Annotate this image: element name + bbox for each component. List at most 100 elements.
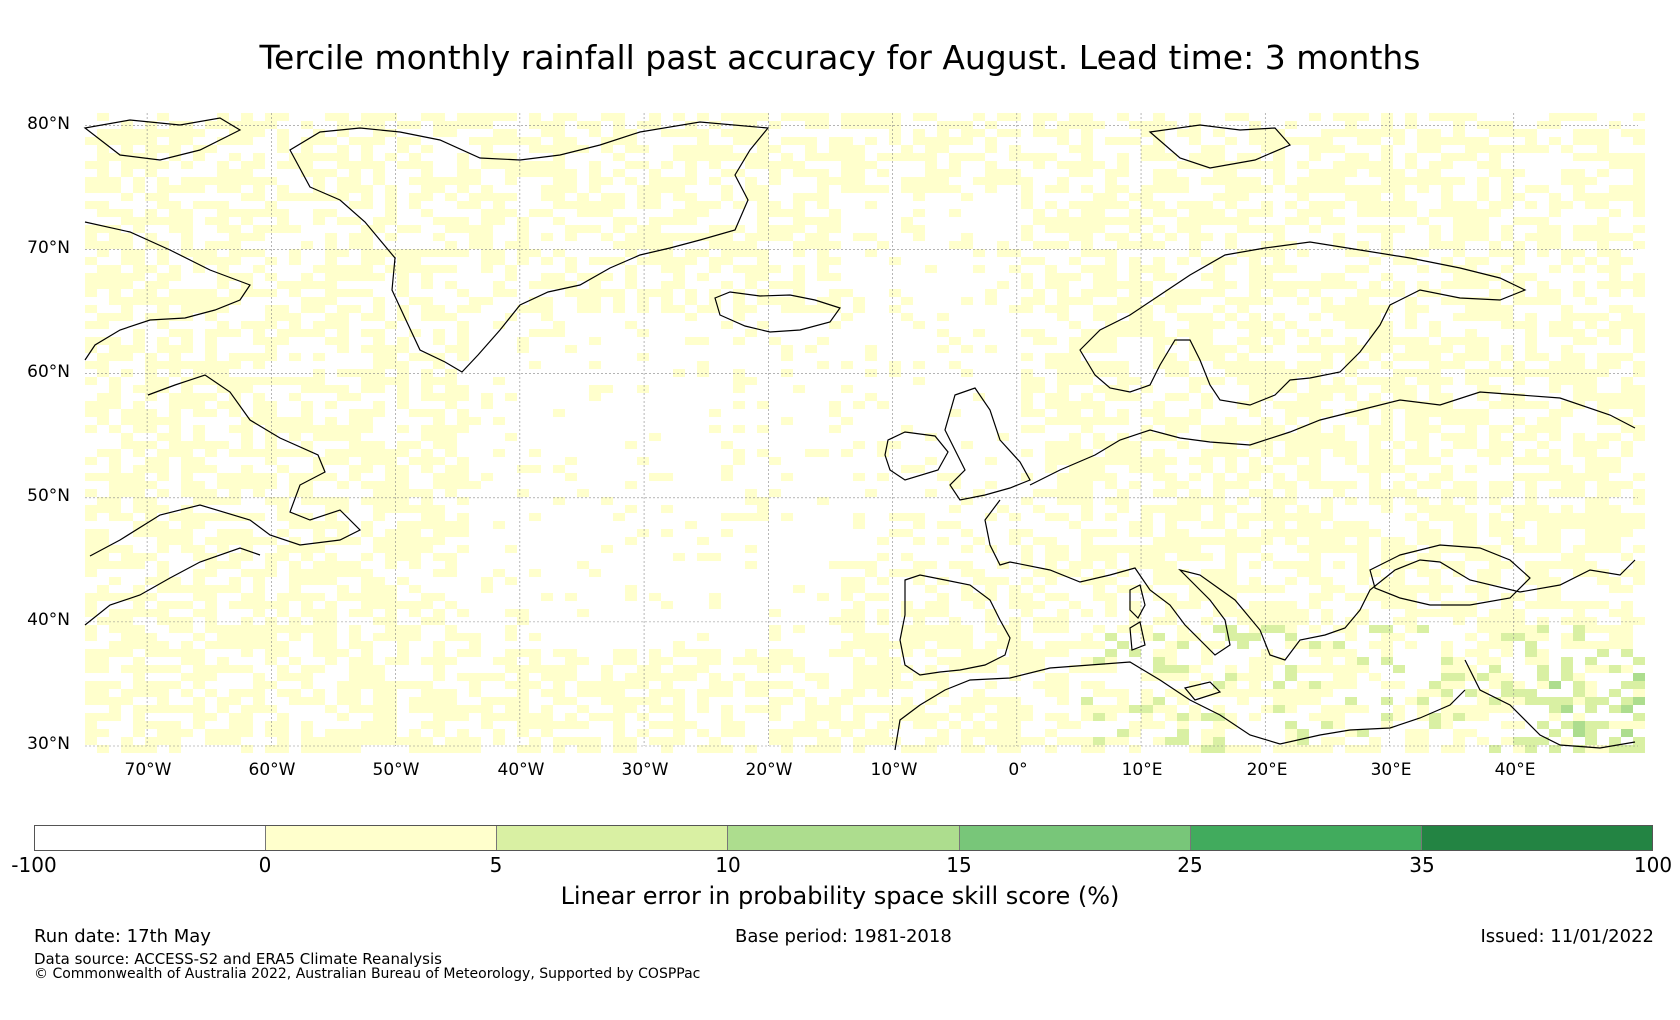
skill-cell — [1417, 585, 1429, 593]
skill-cell — [1309, 393, 1321, 401]
skill-cell — [1309, 145, 1321, 153]
skill-cell — [601, 233, 613, 241]
skill-cell — [1249, 153, 1261, 161]
skill-cell — [1069, 601, 1081, 609]
skill-cell — [1189, 209, 1201, 217]
skill-cell — [169, 265, 181, 273]
skill-cell — [385, 193, 397, 201]
skill-cell — [1573, 337, 1585, 345]
skill-cell — [253, 177, 265, 185]
skill-cell — [313, 177, 325, 185]
skill-cell — [1489, 481, 1501, 489]
skill-cell — [1165, 569, 1177, 577]
skill-cell — [1105, 345, 1117, 353]
skill-cell — [1525, 425, 1537, 433]
skill-cell — [1201, 217, 1213, 225]
skill-cell — [1249, 657, 1261, 665]
skill-cell — [817, 729, 829, 737]
skill-cell — [1021, 177, 1033, 185]
skill-cell — [337, 585, 349, 593]
skill-cell — [1093, 281, 1105, 289]
skill-cell — [601, 713, 613, 721]
skill-cell — [1165, 657, 1177, 665]
skill-cell — [373, 345, 385, 353]
skill-cell — [205, 289, 217, 297]
skill-cell — [541, 689, 553, 697]
skill-cell — [1429, 457, 1441, 465]
skill-cell — [109, 561, 121, 569]
skill-cell — [1249, 441, 1261, 449]
skill-cell — [457, 321, 469, 329]
skill-cell — [1081, 633, 1093, 641]
skill-cell — [301, 281, 313, 289]
colorbar-tick-3: 10 — [715, 853, 741, 877]
skill-cell — [1249, 545, 1261, 553]
skill-cell — [289, 289, 301, 297]
skill-cell — [1369, 673, 1381, 681]
skill-cell — [229, 289, 241, 297]
skill-cell — [373, 617, 385, 625]
skill-cell — [709, 737, 721, 745]
skill-cell — [229, 553, 241, 561]
skill-cell — [1045, 441, 1057, 449]
skill-cell — [1405, 585, 1417, 593]
skill-cell — [1381, 697, 1393, 705]
skill-cell — [493, 281, 505, 289]
skill-cell — [1081, 129, 1093, 137]
skill-cell — [817, 177, 829, 185]
skill-cell — [1237, 433, 1249, 441]
skill-cell — [325, 577, 337, 585]
skill-cell — [1249, 297, 1261, 305]
skill-cell — [1153, 321, 1165, 329]
skill-cell — [721, 281, 733, 289]
skill-cell — [421, 697, 433, 705]
skill-cell — [433, 521, 445, 529]
skill-cell — [181, 177, 193, 185]
skill-cell — [505, 177, 517, 185]
skill-cell — [1345, 393, 1357, 401]
skill-cell — [133, 601, 145, 609]
skill-cell — [433, 393, 445, 401]
skill-cell — [961, 729, 973, 737]
skill-cell — [1417, 609, 1429, 617]
skill-cell — [1117, 457, 1129, 465]
skill-cell — [85, 681, 97, 689]
skill-cell — [1285, 601, 1297, 609]
skill-cell — [565, 185, 577, 193]
skill-cell — [1309, 649, 1321, 657]
skill-cell — [553, 697, 565, 705]
skill-cell — [277, 649, 289, 657]
skill-cell — [1345, 593, 1357, 601]
skill-cell — [325, 241, 337, 249]
skill-cell — [193, 441, 205, 449]
skill-cell — [1393, 385, 1405, 393]
skill-cell — [193, 289, 205, 297]
skill-cell — [253, 681, 265, 689]
skill-cell — [241, 425, 253, 433]
skill-cell — [205, 561, 217, 569]
skill-cell — [1561, 321, 1573, 329]
skill-cell — [1261, 441, 1273, 449]
skill-cell — [1285, 665, 1297, 673]
skill-cell — [853, 169, 865, 177]
skill-cell — [445, 177, 457, 185]
skill-cell — [109, 705, 121, 713]
skill-cell — [313, 209, 325, 217]
skill-cell — [217, 121, 229, 129]
skill-cell — [553, 745, 565, 753]
coastline-scandinavia — [1079, 241, 1527, 406]
skill-cell — [1069, 345, 1081, 353]
skill-cell — [313, 465, 325, 473]
skill-cell — [745, 265, 757, 273]
skill-cell — [673, 369, 685, 377]
skill-cell — [1597, 665, 1609, 673]
skill-cell — [661, 249, 673, 257]
skill-cell — [1345, 265, 1357, 273]
skill-cell — [1489, 521, 1501, 529]
skill-cell — [409, 609, 421, 617]
skill-cell — [1093, 705, 1105, 713]
skill-cell — [1237, 697, 1249, 705]
skill-cell — [1153, 705, 1165, 713]
skill-cell — [1345, 545, 1357, 553]
skill-cell — [1225, 113, 1237, 121]
